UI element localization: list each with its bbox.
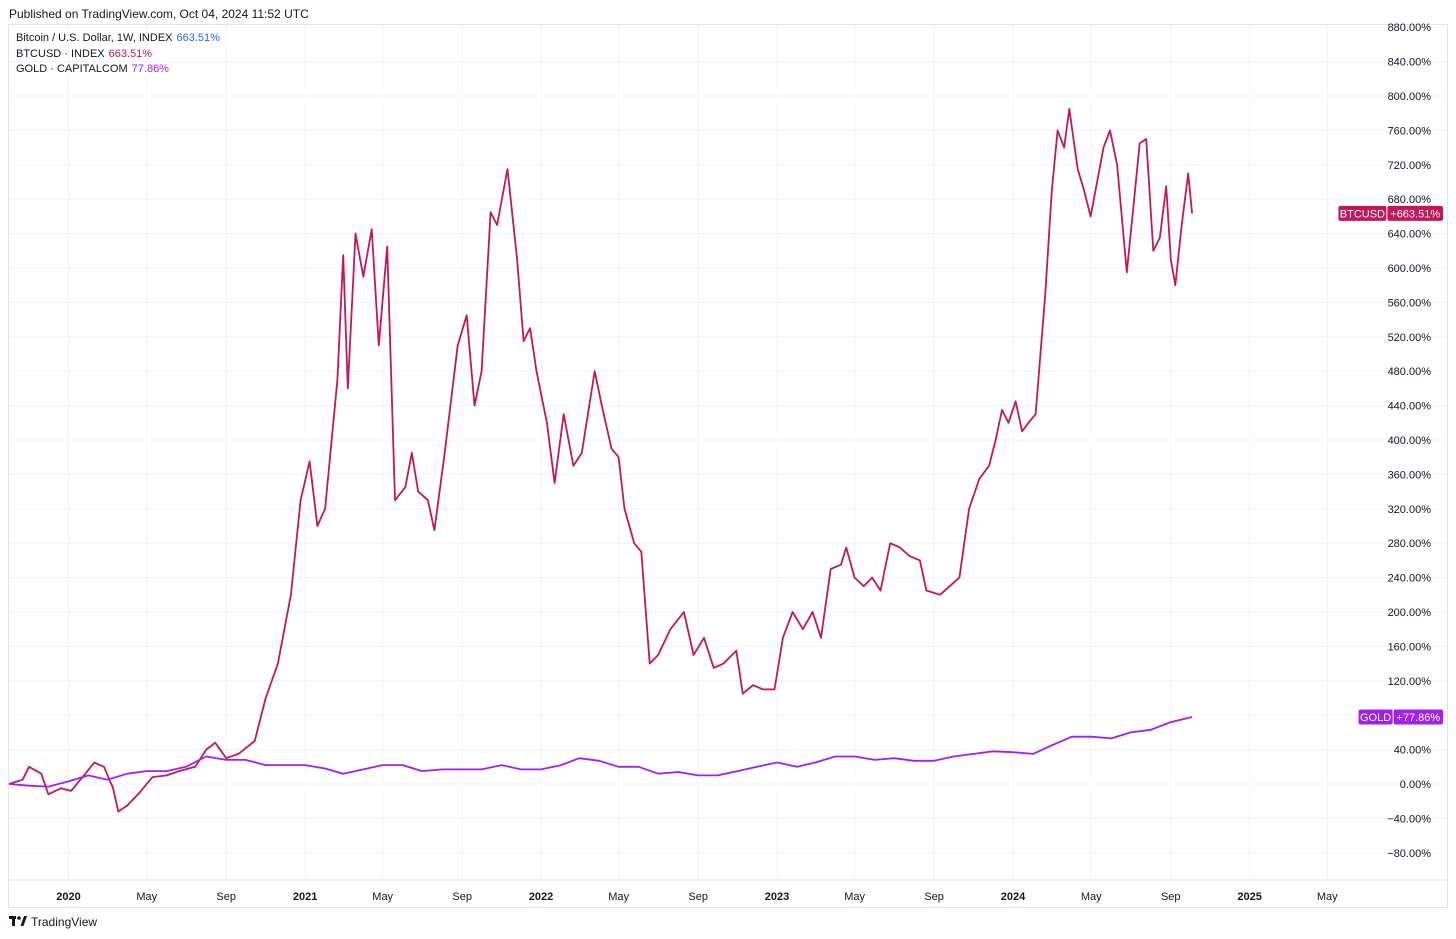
published-note: Published on TradingView.com, Oct 04, 20… bbox=[9, 7, 309, 21]
legend-label: BTCUSD · INDEX bbox=[16, 47, 105, 60]
y-tick-label: 520.00% bbox=[1388, 332, 1432, 344]
y-tick-label: 0.00% bbox=[1400, 779, 1431, 791]
x-tick-label: May bbox=[1081, 891, 1102, 903]
x-tick-label: May bbox=[1317, 891, 1338, 903]
y-tick-label: 720.00% bbox=[1388, 160, 1432, 172]
y-tick-label: 240.00% bbox=[1388, 573, 1432, 585]
x-tick-label: 2022 bbox=[529, 891, 553, 903]
legend-row-main[interactable]: Bitcoin / U.S. Dollar, 1W, INDEX 663.51% bbox=[16, 31, 220, 47]
x-tick-label: Sep bbox=[924, 891, 944, 903]
x-tick-label: 2020 bbox=[56, 891, 80, 903]
y-tick-label: 40.00% bbox=[1394, 745, 1432, 757]
legend-row-gold[interactable]: GOLD · CAPITALCOM 77.86% bbox=[16, 62, 220, 78]
legend-value: 663.51% bbox=[108, 47, 153, 60]
y-tick-label: 200.00% bbox=[1388, 607, 1432, 619]
y-tick-label: 320.00% bbox=[1388, 504, 1432, 516]
y-tick-label: 680.00% bbox=[1388, 194, 1432, 206]
legend-value: 663.51% bbox=[176, 32, 220, 44]
legend-label: GOLD · CAPITALCOM bbox=[16, 63, 128, 75]
y-tick-label: 800.00% bbox=[1388, 91, 1432, 103]
y-tick-label: 120.00% bbox=[1388, 676, 1432, 688]
y-tick-label: 360.00% bbox=[1388, 469, 1432, 481]
price-tag-btcusd: BTCUSD +663.51% bbox=[1338, 205, 1443, 221]
price-tag-name: BTCUSD bbox=[1340, 208, 1385, 220]
x-tick-label: May bbox=[844, 891, 865, 903]
price-tag-name: GOLD bbox=[1360, 712, 1391, 724]
y-tick-label: 160.00% bbox=[1388, 641, 1432, 653]
x-tick-label: May bbox=[136, 891, 157, 903]
tradingview-brand[interactable]: TradingView bbox=[31, 915, 98, 929]
legend-label: Bitcoin / U.S. Dollar, 1W, INDEX bbox=[16, 32, 173, 44]
series-line-gold[interactable] bbox=[8, 716, 1193, 788]
price-tag-value: +663.51% bbox=[1390, 208, 1440, 220]
price-tag-name-bg bbox=[1338, 205, 1387, 221]
price-tag-value: +77.86% bbox=[1396, 712, 1440, 724]
x-tick-label: Sep bbox=[1161, 891, 1181, 903]
y-tick-label: −80.00% bbox=[1387, 848, 1431, 860]
y-tick-label: 480.00% bbox=[1388, 366, 1432, 378]
price-tag-value-bg bbox=[1387, 205, 1443, 221]
y-tick-label: 280.00% bbox=[1388, 538, 1432, 550]
y-tick-label: 760.00% bbox=[1388, 125, 1432, 137]
tradingview-logo-icon bbox=[9, 915, 27, 929]
x-tick-label: 2025 bbox=[1237, 891, 1261, 903]
y-tick-label: 600.00% bbox=[1388, 263, 1432, 275]
x-tick-label: 2021 bbox=[293, 891, 317, 903]
x-tick-label: 2024 bbox=[1001, 891, 1026, 903]
y-tick-label: 880.00% bbox=[1388, 22, 1432, 34]
legend: Bitcoin / U.S. Dollar, 1W, INDEX 663.51% … bbox=[16, 31, 220, 78]
x-tick-label: May bbox=[372, 891, 393, 903]
y-tick-label: 560.00% bbox=[1388, 297, 1432, 309]
y-tick-label: −40.00% bbox=[1387, 813, 1431, 825]
y-tick-label: 440.00% bbox=[1388, 401, 1432, 413]
price-tag-value-bg bbox=[1393, 709, 1443, 725]
series-line-btcusd[interactable] bbox=[8, 108, 1193, 813]
legend-row-btcusd[interactable]: BTCUSD · INDEX 663.51% bbox=[16, 47, 220, 63]
x-tick-label: Sep bbox=[452, 891, 472, 903]
legend-value: 77.86% bbox=[131, 63, 169, 75]
y-tick-label: 640.00% bbox=[1388, 229, 1432, 241]
chart-frame bbox=[8, 24, 1448, 908]
x-tick-label: May bbox=[608, 891, 629, 903]
price-tag-name-bg bbox=[1358, 709, 1393, 725]
x-tick-label: Sep bbox=[216, 891, 236, 903]
footer: TradingView bbox=[9, 915, 97, 929]
x-tick-label: Sep bbox=[688, 891, 708, 903]
y-tick-label: 400.00% bbox=[1388, 435, 1432, 447]
x-tick-label: 2023 bbox=[765, 891, 789, 903]
price-tag-gold: GOLD +77.86% bbox=[1358, 709, 1443, 725]
y-tick-label: 840.00% bbox=[1388, 57, 1432, 69]
